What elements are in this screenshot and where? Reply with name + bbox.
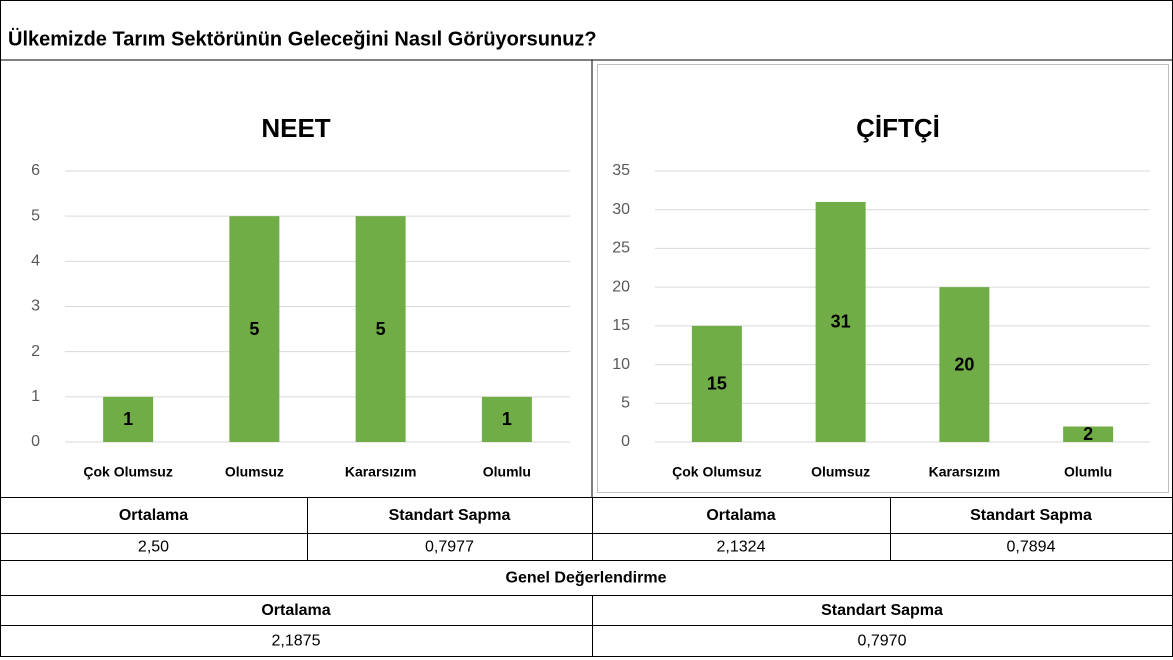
table-header: Standart Sapma — [970, 507, 1092, 524]
data-label: 1 — [502, 409, 512, 429]
y-tick-label: 1 — [31, 388, 40, 405]
chart-title: ÇİFTÇİ — [856, 113, 940, 143]
page-title: Ülkemizde Tarım Sektörünün Geleceğini Na… — [8, 27, 597, 50]
y-tick-label: 25 — [612, 240, 630, 257]
y-tick-label: 2 — [31, 343, 40, 360]
bar — [1063, 426, 1114, 442]
bar — [229, 216, 280, 442]
data-label: 1 — [123, 409, 133, 429]
x-tick-label: Çok Olumsuz — [83, 464, 172, 480]
y-tick-label: 35 — [612, 162, 630, 179]
table-value: 0,7977 — [425, 539, 474, 556]
y-tick-label: 30 — [612, 201, 630, 218]
x-tick-label: Kararsızım — [929, 464, 1001, 480]
x-tick-label: Olumsuz — [225, 464, 284, 480]
x-tick-label: Olumlu — [1064, 464, 1112, 480]
table-value: 0,7894 — [1007, 539, 1056, 556]
bar — [815, 201, 866, 442]
table-value: 2,1875 — [272, 633, 321, 650]
data-label: 2 — [1083, 424, 1093, 444]
bar — [103, 396, 154, 442]
table-header: Ortalama — [706, 507, 775, 524]
data-label: 20 — [954, 354, 974, 374]
y-tick-label: 6 — [31, 162, 40, 179]
chart-title: NEET — [261, 113, 330, 143]
y-tick-label: 5 — [621, 395, 630, 412]
bar — [691, 325, 742, 442]
table-value: 0,7970 — [858, 633, 907, 650]
table-value: 2,1324 — [717, 539, 766, 556]
data-label: 31 — [831, 312, 851, 332]
y-tick-label: 20 — [612, 278, 630, 295]
data-label: 15 — [707, 374, 727, 394]
x-tick-label: Çok Olumsuz — [672, 464, 761, 480]
bar — [355, 216, 406, 442]
table-value: 2,50 — [138, 539, 169, 556]
x-tick-label: Kararsızım — [345, 464, 417, 480]
table-header: Ortalama — [119, 507, 188, 524]
data-label: 5 — [249, 319, 259, 339]
bar — [939, 287, 990, 442]
y-tick-label: 0 — [621, 433, 630, 450]
chart-frame — [597, 64, 1169, 493]
y-tick-label: 10 — [612, 356, 630, 373]
data-label: 5 — [376, 319, 386, 339]
bar — [481, 396, 532, 442]
table-header: Genel Değerlendirme — [506, 570, 667, 587]
y-tick-label: 0 — [31, 433, 40, 450]
y-tick-label: 15 — [612, 317, 630, 334]
y-tick-label: 4 — [31, 253, 40, 270]
x-tick-label: Olumlu — [483, 464, 531, 480]
table-header: Standart Sapma — [389, 507, 511, 524]
table-header: Standart Sapma — [821, 602, 943, 619]
y-tick-label: 3 — [31, 298, 40, 315]
table-header: Ortalama — [261, 602, 330, 619]
y-tick-label: 5 — [31, 207, 40, 224]
x-tick-label: Olumsuz — [811, 464, 870, 480]
